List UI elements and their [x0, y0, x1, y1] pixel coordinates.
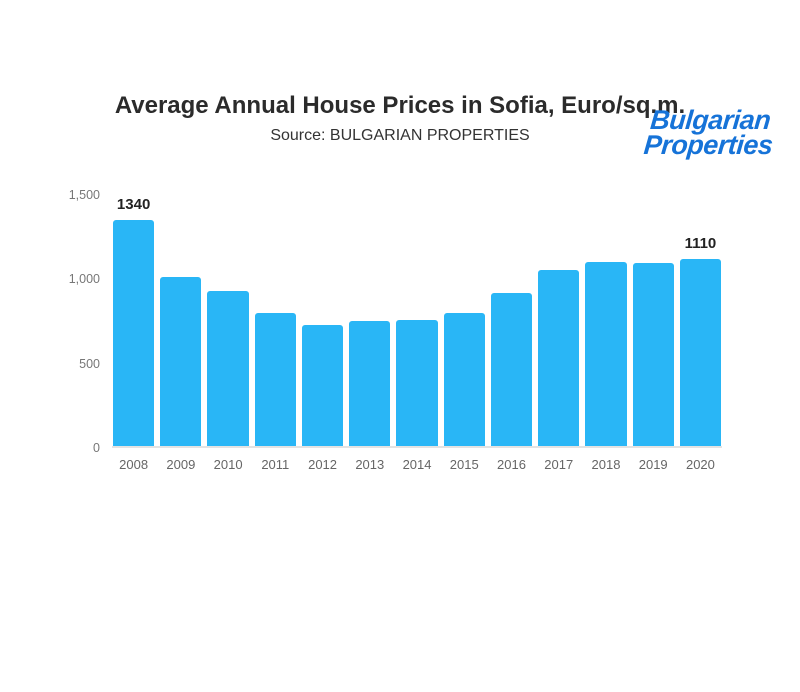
x-axis-label: 2017: [544, 457, 574, 472]
bar-column: [396, 195, 438, 446]
bar-value-label: 1110: [684, 234, 717, 252]
bar-column: [443, 195, 485, 446]
bar-column: [160, 195, 202, 446]
bar-2016: [490, 293, 533, 446]
bar-2010: [207, 290, 249, 446]
x-axis-label: 2010: [213, 457, 243, 472]
bar-column: [632, 195, 674, 446]
bar-2019: [632, 263, 674, 446]
bar-2009: [160, 277, 202, 446]
bar-2011: [254, 312, 296, 446]
bar-2014: [396, 320, 438, 446]
bar-column: 1110: [679, 195, 722, 446]
x-axis-label: 2008: [119, 457, 149, 472]
x-axis-label: 2014: [402, 457, 432, 472]
x-axis-label: 2013: [355, 457, 385, 472]
bar-2012: [301, 324, 344, 446]
logo: Bulgarian Properties: [643, 105, 776, 161]
bar-2018: [585, 262, 627, 446]
plot-area: 1340 1110: [112, 195, 722, 448]
bar-2015: [443, 312, 485, 446]
bar-column: 1340: [113, 195, 155, 446]
bar-column: [207, 195, 249, 446]
chart-header: Average Annual House Prices in Sofia, Eu…: [0, 92, 800, 145]
y-tick-label: 0: [93, 441, 100, 455]
chart-subtitle: Source: BULGARIAN PROPERTIES: [270, 127, 530, 144]
bar-2013: [349, 321, 391, 446]
bar-column: [585, 195, 627, 446]
bar-column: [490, 195, 533, 446]
bar-value-label: 1340: [116, 196, 151, 213]
bar-chart: 1,500 1,000 500 0 1340 1110 2008 2009 2010 2011…: [0, 188, 800, 472]
y-tick-label: 1,000: [68, 272, 100, 287]
x-axis-label: 2016: [497, 457, 526, 472]
x-axis-label: 2011: [261, 457, 290, 472]
y-tick-label: 1,500: [68, 188, 100, 202]
x-axis-label: 2019: [638, 457, 668, 472]
y-tick-label: 500: [79, 356, 100, 371]
page-title: Average Annual House Prices in Sofia, Eu…: [114, 92, 686, 119]
bar-column: [538, 195, 580, 446]
bar-column: [301, 195, 344, 446]
bar-2017: [538, 269, 580, 446]
plot-wrap: 1340 1110 2008 2009 2010 2011 2012 2013 2014 201…: [112, 195, 722, 472]
x-axis: 2008 2009 2010 2011 2012 2013 2014 2015 2016 2017…: [112, 457, 722, 472]
bar-column: [254, 195, 296, 446]
x-axis-label: 2020: [685, 457, 715, 472]
bar-2020: [679, 258, 722, 446]
bar-column: [349, 195, 391, 446]
logo-line2: Properties: [643, 130, 775, 161]
x-axis-label: 2018: [591, 457, 621, 472]
x-axis-label: 2015: [449, 457, 479, 472]
x-axis-label: 2012: [308, 457, 338, 472]
bar-2008: [113, 220, 155, 446]
y-axis: 1,500 1,000 500 0: [42, 188, 112, 455]
x-axis-label: 2009: [166, 457, 196, 472]
